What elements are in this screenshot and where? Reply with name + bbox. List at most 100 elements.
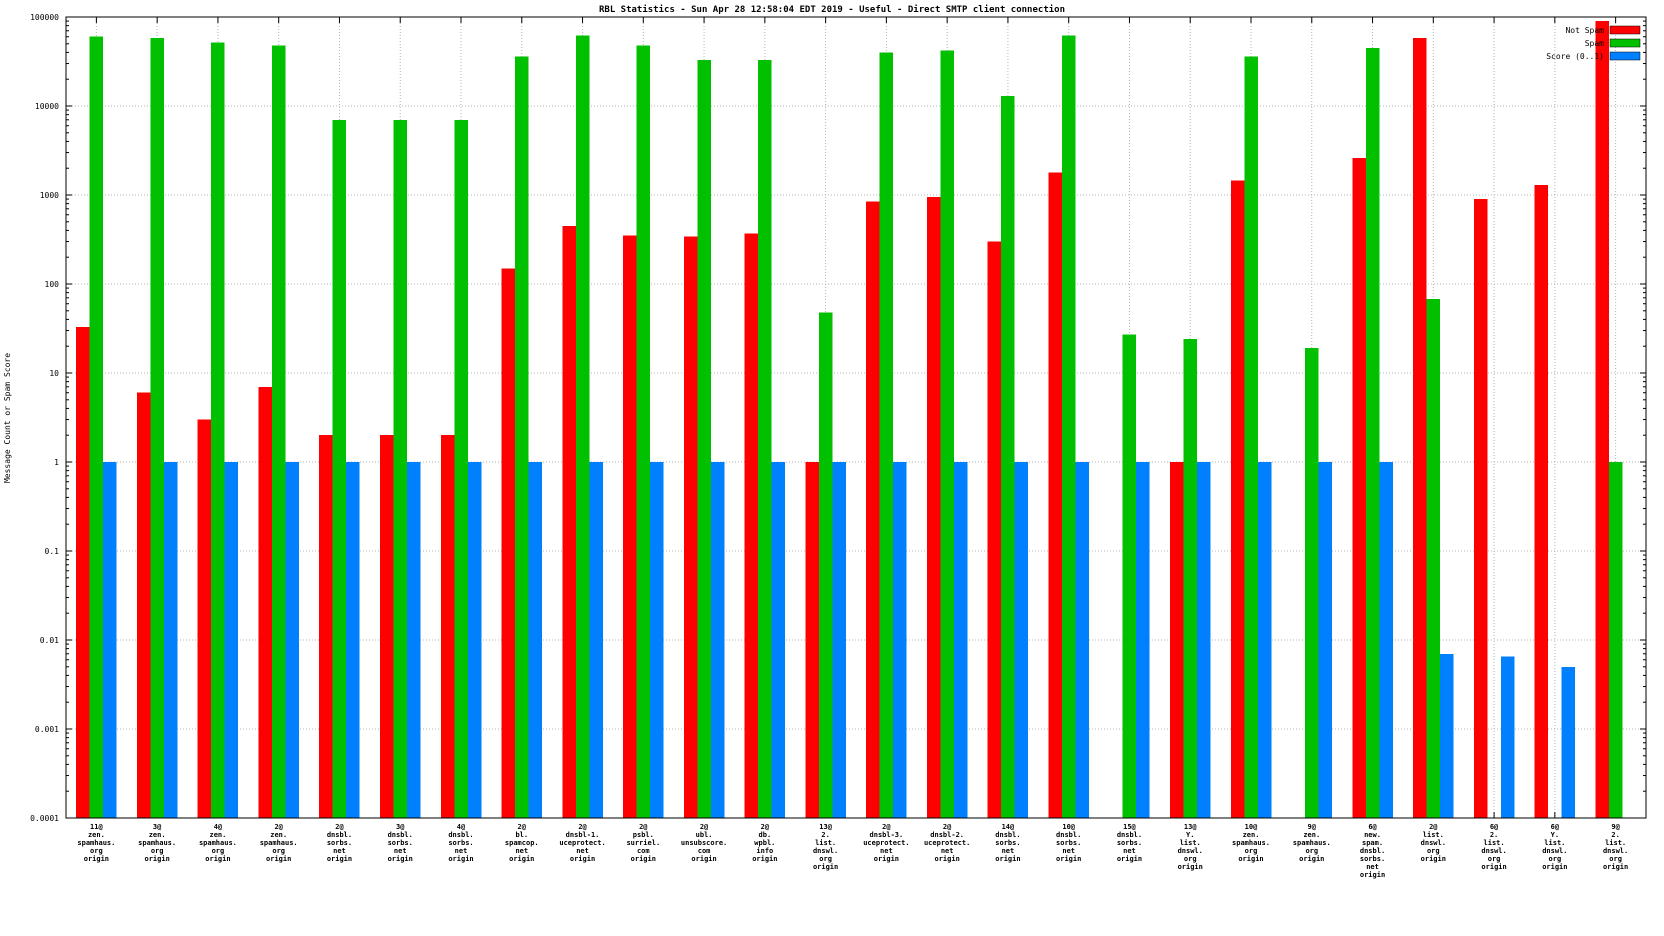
x-tick-label: dnswl. [1542,847,1567,855]
x-tick-label: dnsbl. [448,831,473,839]
bar [1169,462,1184,818]
x-tick-label: 2@ [700,823,708,831]
y-tick-label: 0.0001 [30,814,59,823]
bar [1608,462,1623,818]
bar [893,462,907,818]
x-tick-label: spam. [1362,839,1383,847]
axis-ticks [66,16,1646,819]
x-tick-label: net [1002,847,1015,855]
x-tick-label: sorbs. [327,839,352,847]
bar [1413,38,1427,818]
bar [926,196,941,818]
axis-tick-labels: 0.0001 0.001 0.01 0.1 1 10 100 1000 10000 100000 1… [30,13,1628,879]
x-tick-label: 6@ [1368,823,1376,831]
x-tick-label: list. [1423,831,1444,839]
x-tick-label: 15@ [1123,823,1136,831]
x-tick-label: net [941,847,954,855]
x-tick-label: net [515,847,528,855]
x-tick-label: com [637,847,650,855]
x-tick-label: list. [1180,839,1201,847]
x-tick-label: org [1305,847,1318,855]
bar [744,233,759,818]
x-tick-label: sorbs. [1117,839,1142,847]
bar [346,462,360,818]
bar [1352,158,1366,818]
bar [650,462,664,818]
x-tick-label: dnsbl-3. [870,831,904,839]
bar [379,435,394,818]
x-tick-label: dnswl. [1421,839,1446,847]
x-tick-label: spamhaus. [1232,839,1270,847]
x-tick-label: spamhaus. [199,839,237,847]
y-tick-label: 100000 [30,13,59,22]
x-tick-label: dnsbl. [995,831,1020,839]
x-tick-label: 2@ [761,823,769,831]
x-tick-label: dnsbl. [1360,847,1385,855]
series-not-spam [76,21,1609,819]
x-tick-label: origin [448,855,473,863]
x-tick-label: psbl. [633,831,654,839]
y-axis-label: Message Count or Spam Score [3,353,12,483]
x-tick-label: org [1549,855,1562,863]
gridlines [66,16,1646,819]
x-tick-label: org [819,855,832,863]
x-tick-label: db. [759,831,772,839]
x-tick-label: sorbs. [448,839,473,847]
x-tick-label: origin [205,855,230,863]
x-tick-label: net [880,847,893,855]
x-tick-label: zen. [209,831,226,839]
x-tick-label: org [1427,847,1440,855]
x-tick-label: 3@ [153,823,161,831]
x-tick-label: sorbs. [1056,839,1081,847]
x-tick-label: dnsbl-2. [930,831,964,839]
bar [1001,95,1015,819]
x-tick-label: org [1245,847,1258,855]
bar [879,52,894,818]
x-tick-label: 2@ [335,823,343,831]
legend: Not Spam Spam Score (0..1) [1546,25,1641,61]
x-tick-label: origin [995,855,1020,863]
x-tick-label: spamhaus. [260,839,298,847]
x-tick-label: net [576,847,589,855]
x-tick-label: origin [1117,855,1142,863]
bar [1014,462,1029,818]
bar [623,235,637,818]
x-tick-label: zen. [149,831,166,839]
x-tick-label: origin [874,855,899,863]
x-tick-label: net [394,847,407,855]
x-tick-label: net [1123,847,1136,855]
bar [575,35,590,819]
x-tick-label: sorbs. [995,839,1020,847]
legend-label: Not Spam [1565,26,1604,35]
x-tick-label: org [1488,855,1501,863]
bar [1257,462,1272,818]
bar [697,59,711,819]
x-tick-label: origin [752,855,777,863]
bar [1426,298,1441,818]
bar [454,119,468,819]
bar [818,312,833,818]
x-tick-label: bl. [515,831,528,839]
bar [1473,199,1488,819]
series-spam [89,35,1623,819]
bar [211,42,225,819]
x-tick-label: origin [1360,871,1385,879]
x-tick-label: 10@ [1245,823,1258,831]
x-tick-label: org [90,847,103,855]
bar [1379,462,1393,818]
x-tick-label: 14@ [1002,823,1015,831]
bar [805,462,819,818]
x-tick-label: 2. [1490,831,1498,839]
x-tick-label: dnsbl. [1117,831,1142,839]
x-tick-label: info [756,847,773,855]
x-tick-label: 10@ [1062,823,1075,831]
legend-swatch [1609,38,1641,48]
x-tick-label: 9@ [1611,823,1619,831]
x-tick-label: Y. [1186,831,1194,839]
y-tick-label: 0.01 [40,636,59,645]
y-tick-label: 1 [54,458,59,467]
bar [832,462,846,818]
x-tick-label: origin [388,855,413,863]
